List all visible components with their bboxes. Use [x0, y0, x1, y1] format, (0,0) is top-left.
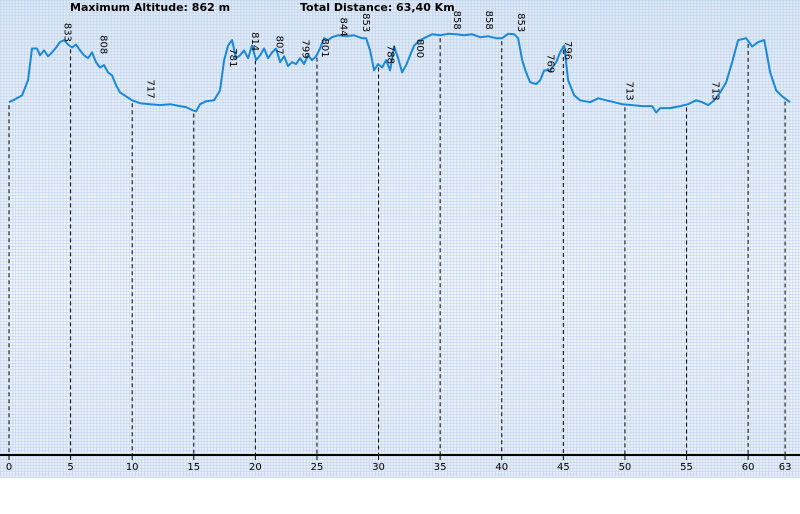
- x-tick-label: 20: [249, 462, 262, 473]
- x-tick-label: 30: [372, 462, 385, 473]
- altitude-label: 799: [299, 39, 310, 58]
- altitude-label: 788: [384, 45, 395, 64]
- max-altitude: Maximum Altitude: 862 m: [70, 1, 230, 14]
- altitude-label: 858: [451, 11, 462, 30]
- x-tick-label: 10: [126, 462, 139, 473]
- altitude-label: 853: [360, 13, 371, 32]
- elevation-line: [8, 32, 791, 114]
- altitude-label: 814: [249, 32, 260, 51]
- altitude-label: 833: [62, 23, 73, 42]
- x-tick-label: 50: [619, 462, 632, 473]
- x-tick-label: 25: [311, 462, 324, 473]
- altitude-label: 713: [710, 82, 721, 101]
- x-tick-label: 63: [779, 462, 792, 473]
- altitude-label: 858: [483, 11, 494, 30]
- altitude-label: 717: [144, 80, 155, 99]
- altitude-label: 844: [338, 17, 349, 36]
- x-tick-label: 60: [742, 462, 755, 473]
- altitude-label: 713: [623, 82, 634, 101]
- x-tick-label: 40: [495, 462, 508, 473]
- altitude-label: 807: [274, 36, 285, 55]
- altitude-label: 808: [97, 35, 108, 54]
- x-tick-label: 15: [187, 462, 200, 473]
- altitude-label: 796: [562, 41, 573, 60]
- altitude-label: 769: [545, 54, 556, 73]
- x-tick-label: 45: [557, 462, 570, 473]
- altitude-label: 853: [515, 13, 526, 32]
- footer-band: [0, 478, 800, 514]
- x-tick-label: 55: [680, 462, 693, 473]
- altitude-label: 800: [414, 39, 425, 58]
- total-distance: Total Distance: 63,40 Km: [300, 1, 455, 14]
- x-tick-label: 35: [434, 462, 447, 473]
- altitude-label: 801: [319, 39, 330, 58]
- x-tick-label: 5: [67, 462, 73, 473]
- x-tick-label: 0: [6, 462, 12, 473]
- altitude-label: 781: [227, 48, 238, 67]
